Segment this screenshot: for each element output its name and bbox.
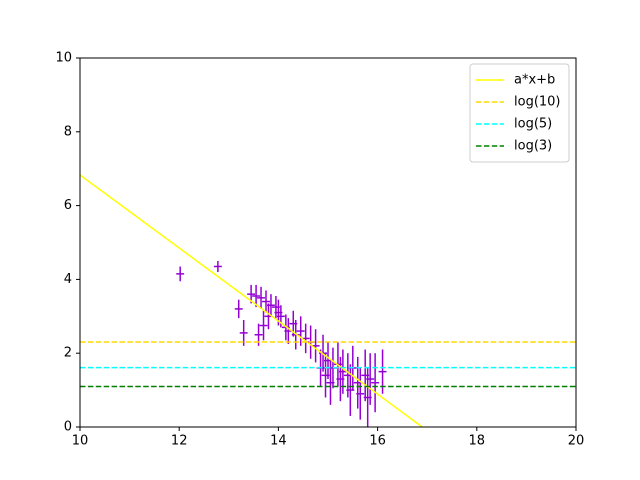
y-tick-label: 4 [64,272,72,287]
x-tick-label: 16 [369,434,386,449]
y-tick-label: 6 [64,198,72,213]
series-line [80,174,423,427]
x-tick-label: 18 [469,434,486,449]
x-tick-label: 10 [72,434,89,449]
axes-frame [79,57,577,428]
legend-label: log(3) [514,139,552,154]
x-tick-label: 12 [171,434,188,449]
y-tick-label: 8 [64,124,72,139]
legend-box [469,63,570,163]
legend-label: log(5) [514,117,552,132]
x-tick-label: 20 [568,434,585,449]
y-tick-label: 0 [64,420,72,435]
x-tick-label: 14 [270,434,287,449]
y-tick-label: 2 [64,346,72,361]
plot-area [80,174,576,427]
legend-label: log(10) [514,95,561,110]
legend-label: a*x+b [514,73,555,88]
y-tick-label: 10 [55,51,72,66]
